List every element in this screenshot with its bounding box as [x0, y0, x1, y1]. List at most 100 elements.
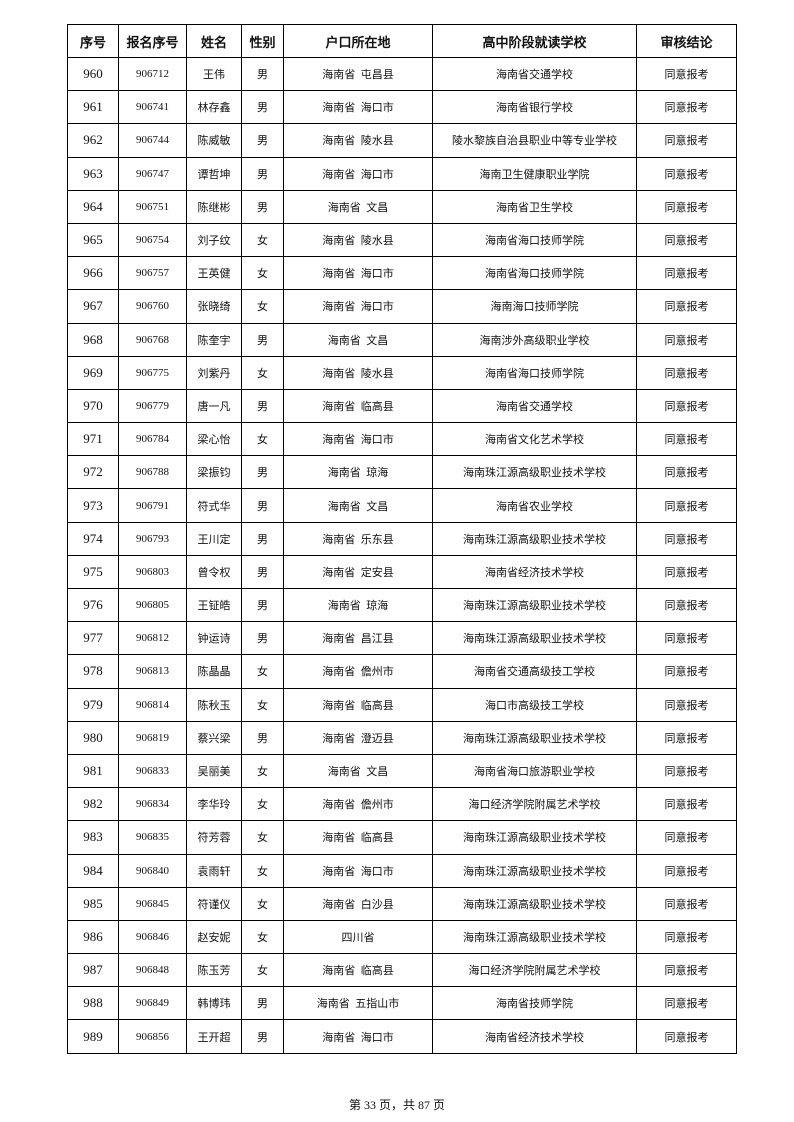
table-row: 963 906747 谭哲坤男海南省 海口市 海南卫生健康职业学院 同意报考: [67, 156, 737, 191]
cell-name: 李华玲: [186, 787, 242, 822]
table-row: 980 906819 蔡兴梁男海南省 澄迈县 海南珠江源高级职业技术学校 同意报考: [67, 720, 737, 755]
table-row: 979 906814 陈秋玉女海南省 临高县 海口市高级技工学校 同意报考: [67, 687, 737, 722]
cell-seq: 966: [67, 256, 119, 291]
table-row: 964 906751 陈继彬男海南省 文昌 海南省卫生学校 同意报考: [67, 189, 737, 224]
cell-hukou-location: 海南省 儋州市: [283, 787, 433, 822]
cell-seq: 961: [67, 90, 119, 125]
cell-name: 蔡兴梁: [186, 720, 242, 755]
applicant-table: 序号 报名序号 姓名 性别 户口所在地 高中阶段就读学校 审核结论 960 906712 王伟男…: [67, 24, 737, 1054]
cell-review-result: 同意报考: [636, 587, 737, 623]
cell-review-result: 同意报考: [636, 56, 737, 92]
cell-reg-no: 906819: [118, 720, 187, 755]
cell-seq: 962: [67, 123, 119, 158]
table-row: 988 906849 韩博玮男海南省 五指山市 海南省技师学院 同意报考: [67, 986, 737, 1021]
cell-reg-no: 906744: [118, 123, 187, 158]
cell-hukou-location: 海南省 临高县: [283, 820, 433, 855]
header-school: 高中阶段就读学校: [432, 24, 637, 58]
cell-gender: 男: [241, 189, 284, 224]
table-row: 984 906840 袁雨轩女海南省 海口市 海南珠江源高级职业技术学校 同意报考: [67, 853, 737, 888]
cell-seq: 976: [67, 587, 119, 623]
cell-review-result: 同意报考: [636, 1019, 737, 1054]
cell-seq: 986: [67, 919, 119, 955]
cell-reg-no: 906747: [118, 156, 187, 191]
cell-review-result: 同意报考: [636, 289, 737, 324]
cell-name: 陈秋玉: [186, 687, 242, 722]
header-seq: 序号: [67, 24, 119, 58]
table-row: 978 906813 陈晶晶女海南省 儋州市 海南省交通高级技工学校 同意报考: [67, 654, 737, 689]
cell-review-result: 同意报考: [636, 488, 737, 523]
cell-reg-no: 906814: [118, 687, 187, 722]
cell-seq: 981: [67, 753, 119, 789]
cell-name: 钟运诗: [186, 621, 242, 656]
cell-review-result: 同意报考: [636, 787, 737, 822]
cell-gender: 女: [241, 853, 284, 888]
cell-gender: 男: [241, 1019, 284, 1054]
cell-hukou-location: 海南省 琼海: [283, 455, 433, 490]
cell-name: 唐一凡: [186, 388, 242, 424]
cell-seq: 963: [67, 156, 119, 191]
cell-reg-no: 906849: [118, 986, 187, 1021]
cell-review-result: 同意报考: [636, 753, 737, 789]
cell-name: 谭哲坤: [186, 156, 242, 191]
cell-hukou-location: 海南省 定安县: [283, 554, 433, 590]
cell-seq: 979: [67, 687, 119, 722]
cell-gender: 男: [241, 621, 284, 656]
cell-review-result: 同意报考: [636, 156, 737, 191]
cell-school: 海南省文化艺术学校: [432, 422, 637, 457]
cell-reg-no: 906856: [118, 1019, 187, 1054]
cell-reg-no: 906835: [118, 820, 187, 855]
cell-review-result: 同意报考: [636, 654, 737, 689]
table-body: 960 906712 王伟男海南省 屯昌县 海南省交通学校 同意报考 961 906741 林…: [67, 56, 737, 1054]
table-row: 975 906803 曾令权男海南省 定安县 海南省经济技术学校 同意报考: [67, 554, 737, 590]
table-row: 971 906784 梁心怡女海南省 海口市 海南省文化艺术学校 同意报考: [67, 422, 737, 457]
cell-seq: 964: [67, 189, 119, 224]
cell-name: 陈继彬: [186, 189, 242, 224]
header-name: 姓名: [186, 24, 242, 58]
cell-school: 海口市高级技工学校: [432, 687, 637, 722]
cell-school: 海南珠江源高级职业技术学校: [432, 919, 637, 955]
cell-seq: 970: [67, 388, 119, 424]
cell-school: 海南省交通学校: [432, 388, 637, 424]
table-row: 966 906757 王英健女海南省 海口市 海南省海口技师学院 同意报考: [67, 256, 737, 291]
cell-reg-no: 906775: [118, 355, 187, 390]
cell-hukou-location: 海南省 临高县: [283, 388, 433, 424]
cell-review-result: 同意报考: [636, 687, 737, 722]
cell-review-result: 同意报考: [636, 953, 737, 988]
cell-school: 海南珠江源高级职业技术学校: [432, 720, 637, 755]
cell-school: 海南海口技师学院: [432, 289, 637, 324]
cell-school: 海南省农业学校: [432, 488, 637, 523]
cell-gender: 女: [241, 355, 284, 390]
cell-hukou-location: 海南省 海口市: [283, 156, 433, 191]
cell-review-result: 同意报考: [636, 621, 737, 656]
cell-gender: 男: [241, 554, 284, 590]
cell-school: 海南珠江源高级职业技术学校: [432, 853, 637, 888]
cell-hukou-location: 海南省 五指山市: [283, 986, 433, 1021]
table-header-row: 序号 报名序号 姓名 性别 户口所在地 高中阶段就读学校 审核结论: [67, 24, 737, 58]
cell-gender: 女: [241, 654, 284, 689]
cell-hukou-location: 海南省 白沙县: [283, 886, 433, 921]
cell-reg-no: 906757: [118, 256, 187, 291]
cell-review-result: 同意报考: [636, 986, 737, 1021]
cell-gender: 男: [241, 322, 284, 357]
cell-reg-no: 906833: [118, 753, 187, 789]
cell-seq: 972: [67, 455, 119, 490]
cell-reg-no: 906845: [118, 886, 187, 921]
cell-name: 韩博玮: [186, 986, 242, 1021]
cell-name: 王川定: [186, 521, 242, 556]
cell-school: 海南省海口技师学院: [432, 355, 637, 390]
cell-gender: 女: [241, 289, 284, 324]
cell-name: 王钲皓: [186, 587, 242, 623]
cell-name: 王开超: [186, 1019, 242, 1054]
table-row: 967 906760 张晓绮女海南省 海口市 海南海口技师学院 同意报考: [67, 289, 737, 324]
cell-hukou-location: 海南省 临高县: [283, 953, 433, 988]
cell-seq: 982: [67, 787, 119, 822]
cell-gender: 女: [241, 687, 284, 722]
cell-reg-no: 906791: [118, 488, 187, 523]
cell-hukou-location: 海南省 澄迈县: [283, 720, 433, 755]
table-row: 973 906791 符式华男海南省 文昌 海南省农业学校 同意报考: [67, 488, 737, 523]
cell-gender: 女: [241, 222, 284, 258]
table-row: 982 906834 李华玲女海南省 儋州市 海口经济学院附属艺术学校 同意报考: [67, 787, 737, 822]
cell-review-result: 同意报考: [636, 355, 737, 390]
cell-reg-no: 906840: [118, 853, 187, 888]
cell-hukou-location: 海南省 陵水县: [283, 222, 433, 258]
